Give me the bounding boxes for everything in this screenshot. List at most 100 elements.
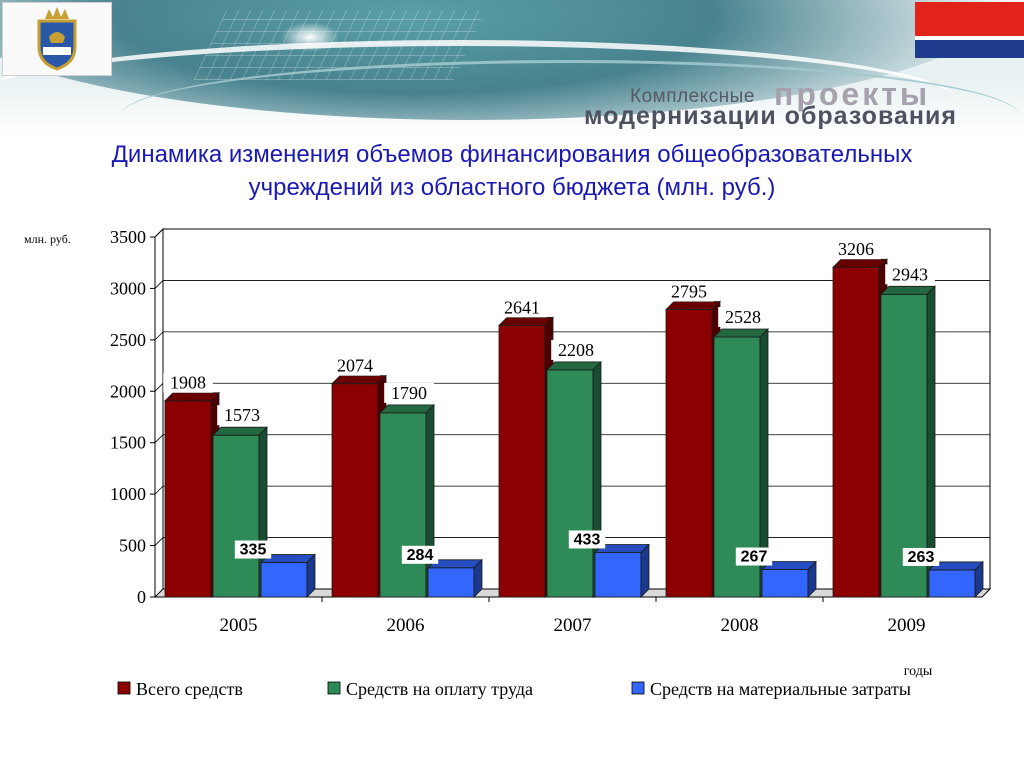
slide-title: Динамика изменения объемов финансировани…	[30, 138, 994, 204]
bar-top-2006-s1	[379, 404, 435, 414]
gridline-side-3500	[154, 228, 164, 238]
y-axis-label: млн. руб.	[24, 232, 71, 246]
gridline-side-1500	[154, 434, 164, 443]
brand-subtitle: модернизации образования	[584, 102, 957, 130]
bar-top-2006-s0	[331, 375, 387, 385]
gridline-side-1000	[154, 485, 164, 495]
data-label-bg-2006-s1	[384, 382, 434, 403]
bar-2006-s1	[379, 412, 427, 598]
data-label-2006-s0: 2074	[337, 356, 373, 376]
bar-2006-s2	[427, 567, 475, 598]
banner-arc-2	[120, 60, 1020, 135]
data-label-2009-s1: 2943	[892, 264, 928, 284]
data-label-bg-2007-s0	[497, 297, 547, 318]
y-tick-label-4: 2000	[110, 381, 146, 401]
data-label-bg-2008-s2	[735, 547, 773, 566]
data-label-2009-s2: 263	[908, 549, 935, 566]
brand-small-text: Комплексные	[630, 86, 755, 107]
data-label-bg-2008-s0	[664, 281, 714, 302]
bar-2007-s1	[546, 369, 594, 598]
bar-2008-s2	[761, 569, 809, 598]
data-label-2008-s0: 2795	[671, 282, 707, 302]
bar-top-2009-s0	[832, 258, 888, 268]
bar-side-2007-s2	[640, 543, 650, 598]
data-label-bg-2008-s1	[718, 306, 768, 327]
legend-swatch-1	[327, 681, 341, 695]
data-label-bg-2007-s2	[568, 530, 606, 549]
gridline-side-2000	[154, 383, 164, 392]
bar-2005-s1	[212, 434, 260, 598]
data-label-2008-s1: 2528	[725, 307, 761, 327]
slide-title-line-2: учреждений из областного бюджета (млн. р…	[248, 174, 776, 201]
legend-swatch-2	[631, 681, 645, 695]
data-label-2005-s2: 335	[240, 542, 267, 559]
bar-2009-s2	[928, 569, 976, 598]
data-label-bg-2006-s0	[330, 355, 380, 376]
header-banner	[0, 0, 1024, 135]
y-tick-label-1: 500	[119, 536, 146, 556]
bar-2009-s0	[832, 266, 880, 598]
y-tick-label-6: 3000	[110, 278, 146, 298]
y-tick-label-3: 1500	[110, 433, 146, 453]
legend-label-1: Средств на оплату труда	[346, 679, 533, 699]
x-tick-label-2006: 2006	[387, 615, 425, 636]
banner-arc	[0, 40, 960, 135]
x-tick-label-2009: 2009	[888, 615, 926, 636]
bar-top-2005-s1	[212, 426, 268, 436]
data-label-2006-s2: 284	[407, 547, 434, 564]
gridline-side-500	[154, 537, 164, 546]
bar-top-2005-s0	[164, 392, 220, 402]
data-label-bg-2005-s2	[234, 540, 272, 559]
bar-side-2005-s2	[306, 553, 316, 598]
data-label-2005-s1: 1573	[224, 405, 260, 425]
gridline-side-3000	[154, 280, 164, 289]
bar-top-2008-s1	[713, 328, 769, 338]
x-axis-label: годы	[904, 664, 933, 679]
data-label-bg-2007-s1	[551, 339, 601, 360]
y-tick-label-2: 1000	[110, 484, 146, 504]
bar-side-2006-s2	[473, 558, 483, 598]
x-tick-label-2005: 2005	[220, 615, 258, 636]
data-label-bg-2006-s2	[401, 545, 439, 564]
brand-big-text: проекты	[774, 76, 931, 112]
y-tick-label-7: 3500	[110, 227, 146, 247]
data-label-bg-2009-s1	[885, 264, 935, 285]
x-tick-label-2008: 2008	[721, 615, 759, 636]
legend-swatch-0	[117, 681, 131, 695]
coat-of-arms-logo	[2, 2, 112, 76]
bar-2005-s0	[164, 400, 212, 598]
coat-of-arms-icon	[37, 7, 77, 71]
slide-title-line-1: Динамика изменения объемов финансировани…	[111, 141, 913, 168]
data-label-2006-s1: 1790	[391, 383, 427, 403]
bar-top-2008-s0	[665, 301, 721, 310]
data-label-bg-2005-s1	[217, 405, 267, 426]
x-tick-label-2007: 2007	[554, 615, 592, 636]
bar-top-2007-s1	[546, 361, 602, 371]
bar-2008-s0	[665, 309, 713, 598]
y-tick-label-0: 0	[137, 587, 146, 607]
data-label-bg-2005-s0	[163, 372, 213, 393]
data-label-2007-s0: 2641	[504, 297, 540, 317]
bar-2007-s0	[498, 324, 546, 598]
y-tick-label-5: 2500	[110, 330, 146, 350]
legend-label-2: Средств на материальные затраты	[650, 679, 911, 699]
data-label-2007-s2: 433	[574, 531, 601, 548]
brand-logo: Комплексные проекты модернизации образов…	[584, 76, 1004, 130]
gridline-side-2500	[154, 331, 164, 341]
region-flag	[915, 2, 1024, 58]
bar-side-2008-s2	[807, 560, 817, 598]
data-label-2008-s2: 267	[741, 549, 768, 566]
data-label-bg-2009-s2	[902, 547, 940, 566]
data-label-bg-2009-s0	[831, 239, 881, 260]
bar-top-2009-s1	[880, 285, 936, 295]
bar-2006-s0	[331, 383, 379, 598]
data-label-2005-s0: 1908	[170, 373, 206, 393]
data-label-2007-s1: 2208	[558, 340, 594, 360]
bar-side-2009-s2	[974, 560, 984, 598]
legend-label-0: Всего средств	[136, 679, 243, 699]
bar-2005-s2	[260, 562, 308, 598]
data-label-2009-s0: 3206	[838, 239, 874, 259]
bar-top-2007-s0	[498, 316, 554, 326]
bar-2007-s2	[594, 552, 642, 598]
